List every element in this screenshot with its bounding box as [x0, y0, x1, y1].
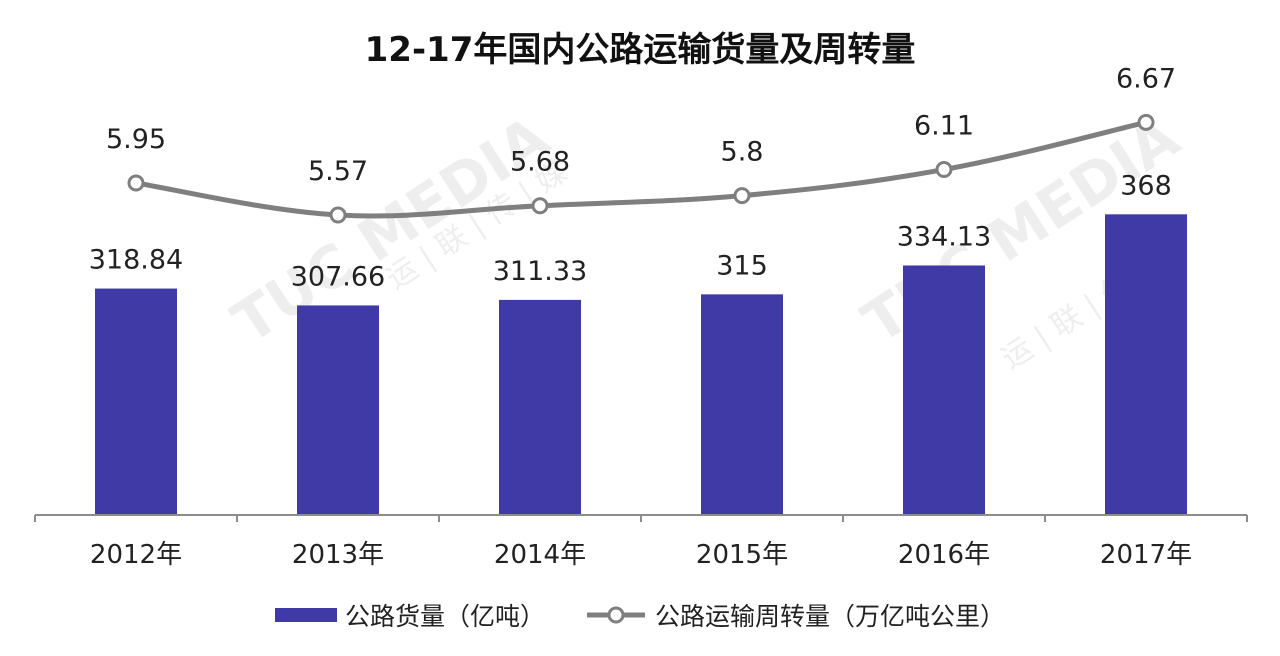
legend-bar-swatch	[274, 608, 337, 622]
bar-0	[95, 288, 177, 515]
x-tick-label-5: 2017年	[1100, 540, 1192, 570]
line-point-3	[733, 187, 751, 205]
line-point-1	[329, 206, 347, 224]
line-series	[135, 119, 1147, 219]
bar-4	[903, 265, 985, 515]
line-point-2	[531, 197, 549, 215]
x-tick-label-1: 2013年	[292, 540, 384, 570]
x-tick-label-3: 2015年	[696, 540, 788, 570]
legend-line-swatch	[587, 606, 645, 624]
line-point-4	[935, 161, 953, 179]
bar-value-label-3: 315	[716, 250, 768, 281]
bar-1	[297, 305, 379, 515]
line-value-label-0: 5.95	[106, 124, 166, 155]
line-value-label-5: 6.67	[1116, 63, 1176, 94]
line-value-label-3: 5.8	[721, 137, 764, 168]
line-value-label-4: 6.11	[914, 111, 974, 142]
bar-2	[499, 299, 581, 515]
bar-3	[701, 294, 783, 515]
line-value-label-2: 5.68	[510, 147, 570, 178]
chart-title: 12-17年国内公路运输货量及周转量	[364, 30, 916, 70]
x-tick-label-2: 2014年	[494, 540, 586, 570]
x-tick-label-0: 2012年	[90, 540, 182, 570]
x-tick-label-4: 2016年	[898, 540, 990, 570]
line-point-5	[1137, 113, 1155, 131]
bar-value-label-2: 311.33	[493, 256, 587, 287]
legend-item-line: 公路运输周转量（万亿吨公里）	[585, 597, 1005, 633]
line-value-label-1: 5.57	[308, 156, 368, 187]
bar-5	[1105, 214, 1187, 515]
bar-value-label-0: 318.84	[89, 245, 183, 276]
legend-line-label: 公路运输周转量（万亿吨公里）	[655, 602, 1006, 631]
bar-value-label-4: 334.13	[897, 221, 991, 252]
bar-value-label-1: 307.66	[291, 261, 385, 292]
chart-plot: 318.84 307.66 311.33 315 334.13 368 2012年 2013年…	[34, 63, 1248, 570]
legend: 公路货量（亿吨） 公路运输周转量（万亿吨公里）	[0, 590, 1280, 640]
bar-value-label-5: 368	[1120, 170, 1172, 201]
line-point-0	[127, 174, 145, 192]
legend-bar-label: 公路货量（亿吨）	[344, 602, 545, 631]
legend-item-bar: 公路货量（亿吨）	[274, 597, 545, 633]
